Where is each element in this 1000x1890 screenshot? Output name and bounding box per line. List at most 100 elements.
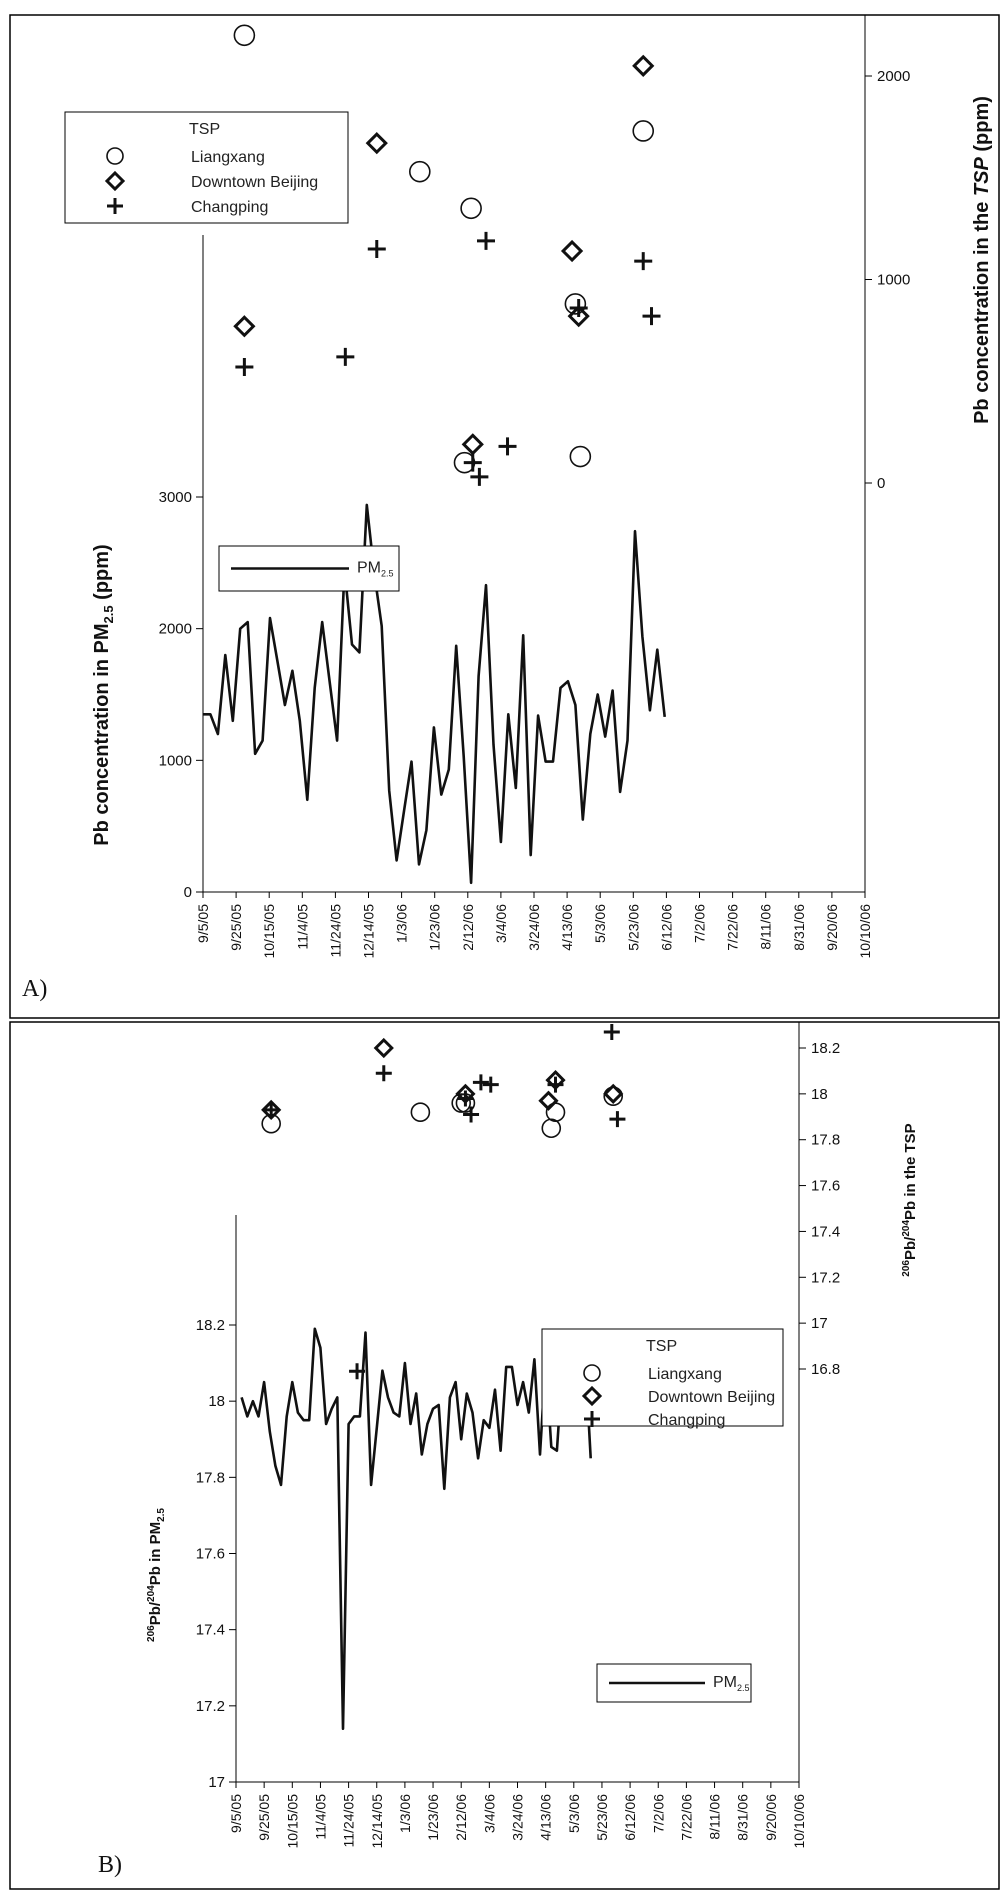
tsp-legend-marker	[104, 170, 126, 192]
right-axis-title-italic: TSP	[971, 157, 993, 197]
tsp-marker-changping	[498, 437, 517, 456]
tsp-marker-downtown-beijing	[560, 239, 584, 263]
panel-a-frame	[9, 14, 1000, 1019]
right-tick-label: 17.8	[811, 1132, 840, 1149]
x-tick-label: 7/2/06	[650, 1794, 666, 1833]
tsp-marker-downtown-beijing	[567, 305, 590, 328]
left-axis-title: 206Pb/204Pb in PM2.5	[146, 1508, 167, 1642]
right-axis-title-mid: Pb in the TSP	[902, 1123, 919, 1220]
left-axis-title-sup2: 204	[146, 1585, 157, 1602]
x-tick-label: 8/31/06	[791, 904, 807, 951]
x-tick-label: 11/4/05	[312, 1794, 328, 1840]
x-tick-label: 8/11/06	[758, 904, 774, 950]
x-tick-label: 9/25/05	[228, 904, 244, 951]
right-tick-label: 17.6	[811, 1178, 840, 1195]
x-tick-label: 1/3/06	[394, 904, 410, 943]
tsp-legend-item: Downtown Beijing	[648, 1389, 775, 1406]
right-tick-label: 18	[811, 1086, 828, 1103]
tsp-marker-changping	[642, 307, 661, 326]
x-tick-label: 9/5/05	[195, 904, 211, 943]
x-tick-label: 3/24/06	[510, 1794, 526, 1841]
tsp-marker-downtown-beijing	[538, 1090, 559, 1111]
x-tick-label: 8/31/06	[735, 1794, 751, 1841]
tsp-marker-changping	[472, 1074, 489, 1091]
tsp-marker-changping	[263, 1101, 280, 1118]
x-tick-label: 1/23/06	[427, 904, 443, 951]
x-tick-label: 5/23/06	[594, 1794, 610, 1841]
pm25-line	[240, 1327, 592, 1730]
tsp-marker-changping	[235, 358, 254, 377]
tsp-marker-changping	[375, 1065, 392, 1082]
x-tick-label: 9/20/06	[824, 904, 840, 951]
x-tick-label: 10/10/06	[791, 1794, 807, 1849]
tsp-legend-item: Changping	[648, 1412, 725, 1429]
x-tick-label: 3/24/06	[526, 904, 542, 951]
tsp-marker-changping	[463, 453, 482, 472]
x-tick-label: 4/13/06	[559, 904, 575, 951]
right-tick-label: 17	[811, 1315, 828, 1332]
left-tick-label: 17.4	[196, 1622, 225, 1639]
left-axis-title: Pb concentration in PM2.5 (ppm)	[91, 544, 116, 845]
tsp-marker-changping	[634, 252, 653, 271]
tsp-marker-changping	[569, 298, 588, 317]
x-tick-label: 10/15/05	[284, 1794, 300, 1849]
x-tick-label: 11/24/05	[341, 1794, 357, 1848]
tsp-legend-title: TSP	[646, 1338, 677, 1355]
left-tick-label: 2000	[159, 621, 192, 638]
x-tick-label: 9/25/05	[256, 1794, 272, 1841]
right-tick-label: 17.2	[811, 1269, 840, 1286]
tsp-legend-marker	[106, 147, 124, 165]
tsp-marker-changping	[336, 347, 355, 366]
panel-a-label: A)	[22, 976, 47, 1002]
x-tick-label: 12/14/05	[369, 1794, 385, 1849]
left-axis-title-pre: Pb/	[147, 1601, 164, 1625]
x-tick-label: 10/10/06	[857, 904, 873, 959]
x-tick-label: 1/3/06	[397, 1794, 413, 1833]
right-tick-label: 18.2	[811, 1040, 840, 1057]
tsp-marker-liangxang	[233, 24, 256, 47]
pm25-line	[203, 503, 666, 885]
right-axis-title-pre: Pb/	[902, 1236, 919, 1260]
right-axis-title-sup2: 204	[901, 1220, 912, 1237]
panel-b-label: B)	[98, 1852, 122, 1878]
x-tick-label: 2/12/06	[453, 1794, 469, 1841]
left-tick-label: 1000	[159, 752, 192, 769]
tsp-marker-liangxang	[460, 197, 482, 220]
tsp-marker-changping	[482, 1076, 499, 1093]
x-tick-label: 10/15/05	[261, 904, 277, 959]
tsp-marker-downtown-beijing	[632, 54, 655, 77]
tsp-marker-downtown-beijing	[373, 1037, 394, 1059]
right-axis-title: 206Pb/204Pb in the TSP	[901, 1123, 919, 1276]
x-tick-label: 6/12/06	[622, 1794, 638, 1841]
right-tick-label: 17.4	[811, 1223, 840, 1240]
tsp-legend-marker	[583, 1364, 601, 1382]
tsp-legend-item: Changping	[191, 199, 268, 216]
x-tick-label: 5/23/06	[625, 904, 641, 951]
x-tick-label: 5/3/06	[566, 1794, 582, 1833]
x-tick-label: 7/22/06	[678, 1794, 694, 1841]
left-axis-title-sub: 2.5	[156, 1508, 167, 1522]
tsp-legend-title: TSP	[189, 121, 220, 138]
left-axis-title-mid: Pb in PM	[147, 1522, 164, 1585]
right-axis-title-tail: (ppm)	[971, 96, 993, 157]
left-tick-label: 17.8	[196, 1469, 225, 1486]
right-axis-title: Pb concentration in the TSP (ppm)	[971, 96, 993, 424]
left-tick-label: 17	[208, 1774, 225, 1791]
x-tick-label: 1/23/06	[425, 1794, 441, 1841]
x-tick-label: 4/13/06	[538, 1794, 554, 1841]
x-tick-label: 6/12/06	[658, 904, 674, 951]
tsp-legend-item: Liangxang	[191, 149, 265, 166]
x-tick-label: 7/22/06	[725, 904, 741, 951]
tsp-marker-changping	[367, 239, 386, 258]
x-tick-label: 11/24/05	[327, 904, 343, 958]
tsp-legend-marker	[581, 1385, 603, 1407]
left-tick-label: 3000	[159, 489, 192, 506]
tsp-marker-liangxang	[632, 120, 655, 142]
x-tick-label: 7/2/06	[692, 904, 708, 943]
tsp-legend-item: Liangxang	[648, 1366, 722, 1383]
panel-b-frame	[9, 1021, 1000, 1890]
right-axis-title-sup1: 206	[901, 1260, 912, 1277]
tsp-marker-liangxang	[564, 293, 587, 315]
left-tick-label: 17.2	[196, 1698, 225, 1715]
